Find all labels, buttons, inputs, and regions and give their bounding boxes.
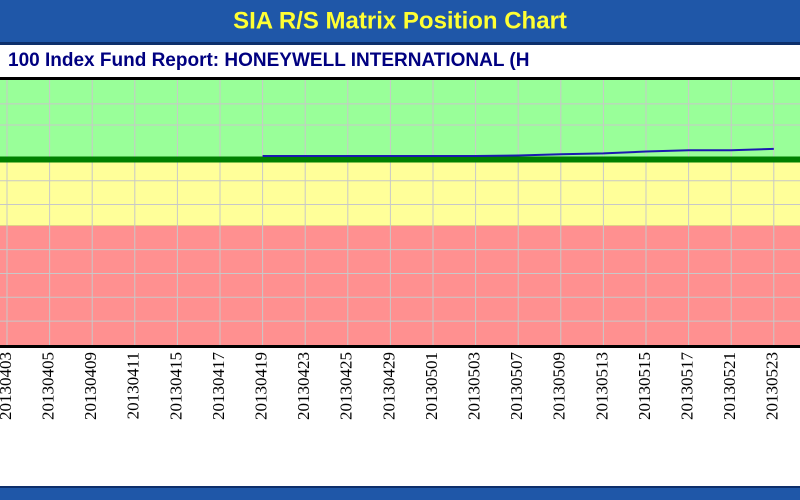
x-tick-label: 20130507	[507, 352, 526, 421]
x-tick-label: 20130415	[166, 352, 185, 420]
bottom-bar	[0, 488, 800, 500]
x-tick-label: 20130503	[465, 352, 484, 420]
x-tick-label: 20130523	[763, 352, 782, 420]
chart-title: SIA R/S Matrix Position Chart	[233, 7, 567, 34]
x-tick-label: 20130425	[337, 352, 356, 420]
x-tick-label: 20130405	[39, 352, 58, 420]
x-tick-label: 20130403	[0, 352, 15, 420]
band	[0, 159, 800, 226]
title-bar-edge	[0, 42, 800, 45]
x-tick-label: 20130409	[81, 352, 100, 420]
band	[0, 80, 800, 160]
x-tick-label: 20130513	[592, 352, 611, 420]
x-tick-label: 20130411	[124, 352, 143, 419]
bottom-bar-edge	[0, 486, 800, 488]
x-tick-label: 20130501	[422, 352, 441, 420]
title-bar	[0, 0, 800, 42]
chart-subtitle: 100 Index Fund Report: HONEYWELL INTERNA…	[8, 50, 529, 71]
x-tick-label: 20130517	[678, 352, 697, 421]
x-tick-label: 20130419	[252, 352, 271, 420]
series-line	[262, 147, 774, 158]
x-tick-label: 20130429	[379, 352, 398, 420]
x-tick-label: 20130521	[720, 352, 739, 420]
x-tick-label: 20130423	[294, 352, 313, 420]
x-tick-label: 20130509	[550, 352, 569, 420]
x-tick-label: 20130417	[209, 352, 228, 421]
band	[0, 225, 800, 345]
x-tick-label: 20130515	[635, 352, 654, 420]
